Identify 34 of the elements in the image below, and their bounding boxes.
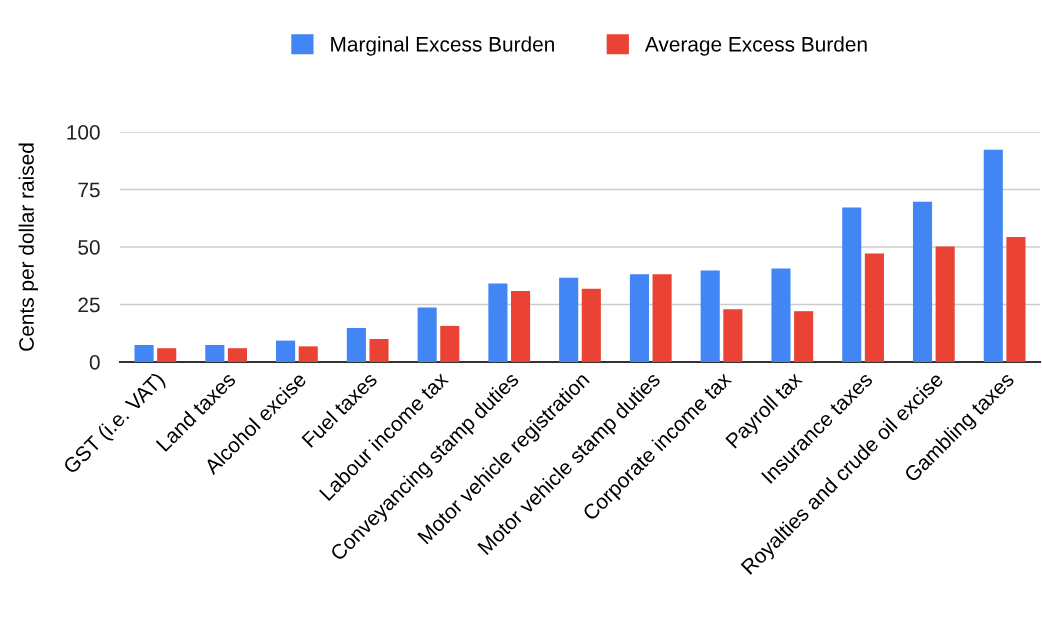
bar — [842, 207, 862, 362]
bar — [794, 311, 814, 362]
bar — [723, 309, 743, 362]
bar — [488, 283, 508, 362]
bar — [864, 253, 884, 362]
bar — [346, 327, 366, 362]
bar — [1006, 236, 1026, 362]
legend-label: Marginal Excess Burden — [331, 36, 554, 56]
bar — [700, 270, 720, 362]
y-axis-title: Cents per dollar raised — [18, 143, 39, 351]
y-tick-label: 75 — [78, 182, 100, 198]
bar — [276, 340, 296, 362]
bar — [559, 277, 579, 362]
bar — [134, 344, 154, 362]
bar — [581, 288, 601, 362]
bar — [511, 290, 531, 362]
bar — [417, 307, 437, 362]
bar — [298, 346, 318, 362]
bar — [157, 348, 177, 362]
y-tick-label: 25 — [78, 297, 100, 313]
bar — [369, 339, 389, 362]
bar — [771, 268, 791, 362]
y-tick-label: 50 — [78, 240, 100, 255]
y-tick-label: 100 — [67, 125, 100, 140]
bar — [652, 274, 672, 362]
bar — [983, 149, 1003, 362]
legend-label: Average Excess Burden — [644, 36, 867, 56]
bar — [227, 348, 248, 362]
y-tick-label: 0 — [89, 355, 100, 370]
bar — [935, 246, 955, 362]
bar — [912, 201, 933, 362]
bar — [205, 344, 225, 362]
bar — [440, 325, 460, 362]
bar — [629, 274, 649, 362]
